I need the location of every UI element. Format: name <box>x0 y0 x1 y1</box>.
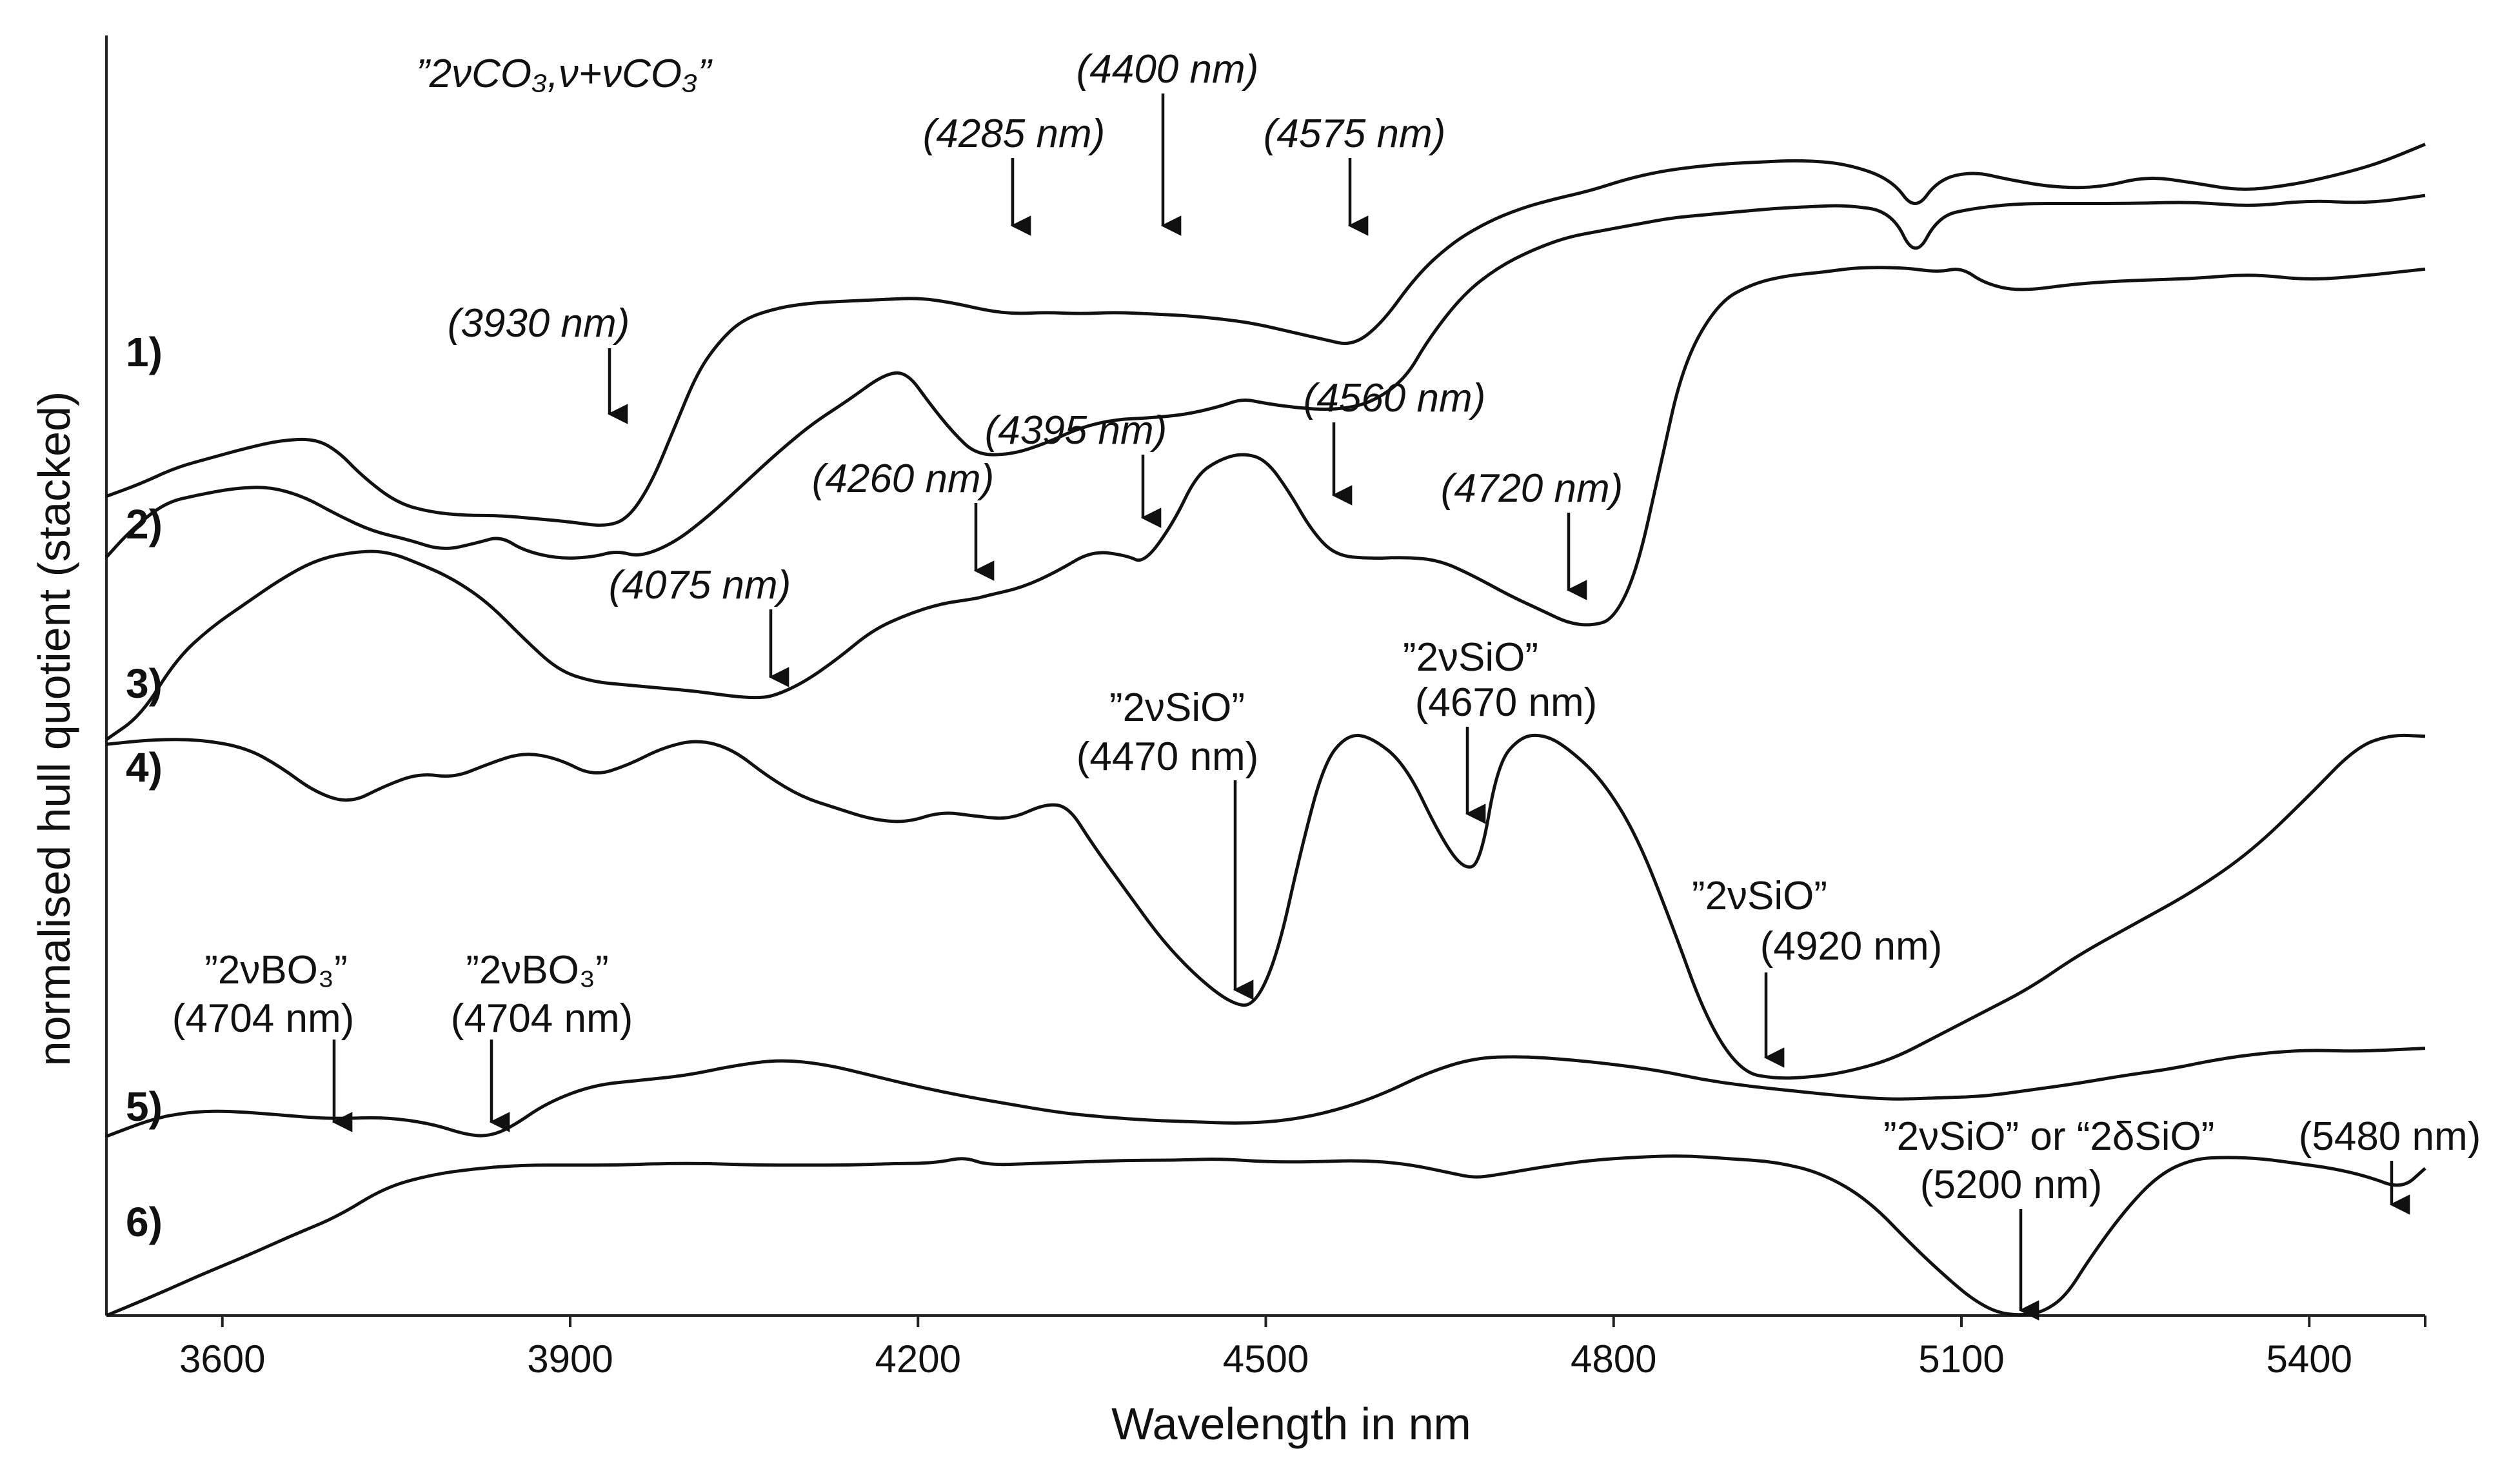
x-tick-label-4200: 4200 <box>875 1337 961 1381</box>
annotation-sio-5200-word: ”2νSiO” or “2δSiO” <box>1883 1114 2214 1159</box>
x-tick-label-3900: 3900 <box>527 1337 613 1381</box>
annotation-sio-4670-word: ”2νSiO” <box>1403 635 1538 680</box>
annotation-bo3-1-word: ”2νBO₃” <box>204 948 348 992</box>
spectrum-curve-5 <box>106 1047 2426 1138</box>
x-tick-label-3600: 3600 <box>179 1337 265 1381</box>
series-label-1: 1) <box>126 329 163 375</box>
annotation-4285: (4285 nm) <box>923 112 1106 156</box>
annotation-3930: (3930 nm) <box>448 301 630 346</box>
annotation-5480: (5480 nm) <box>2299 1114 2481 1159</box>
x-axis-tick-labels: 3600 3900 4200 4500 4800 5100 5400 <box>179 1337 2352 1381</box>
x-tick-label-5100: 5100 <box>1918 1337 2004 1381</box>
annotation-sio-4920-word: ”2νSiO” <box>1692 874 1827 918</box>
series-label-6: 6) <box>126 1199 163 1245</box>
spectrum-curve-4 <box>106 733 2426 1080</box>
x-axis-ticks <box>221 1316 2311 1327</box>
spectrum-curve-1 <box>106 143 2426 527</box>
x-tick-label-5400: 5400 <box>2267 1337 2352 1381</box>
spectrum-curve-6 <box>106 1154 2426 1317</box>
series-label-3: 3) <box>126 660 163 707</box>
annotation-arrows <box>332 94 2410 1321</box>
co3-band-label: ”2νCO₃,ν+νCO₃” <box>416 52 713 96</box>
annotation-sio-5200-nm: (5200 nm) <box>1920 1163 2103 1207</box>
annotation-4075: (4075 nm) <box>609 563 791 607</box>
annotation-bo3-2-word: ”2νBO₃” <box>466 948 609 992</box>
annotation-4575: (4575 nm) <box>1264 112 1446 156</box>
annotation-4400: (4400 nm) <box>1076 47 1259 92</box>
y-axis-title: normalised hull quotient (stacked) <box>29 391 79 1067</box>
annotation-sio-4920-nm: (4920 nm) <box>1760 924 1943 969</box>
annotation-sio-4470-word: ”2νSiO” <box>1109 685 1245 730</box>
spectrum-curve-3 <box>105 266 2426 741</box>
annotation-4720: (4720 nm) <box>1441 466 1623 511</box>
x-tick-label-4800: 4800 <box>1571 1337 1656 1381</box>
series-label-2: 2) <box>126 501 163 547</box>
annotation-4560: (4560 nm) <box>1304 376 1486 420</box>
annotation-bo3-1-nm: (4704 nm) <box>172 996 355 1041</box>
annotation-4260: (4260 nm) <box>812 457 995 501</box>
annotation-bo3-2-nm: (4704 nm) <box>451 996 633 1041</box>
x-tick-label-4500: 4500 <box>1223 1337 1309 1381</box>
annotation-sio-4670-nm: (4670 nm) <box>1415 680 1598 725</box>
annotation-4395: (4395 nm) <box>985 408 1167 453</box>
series-label-4: 4) <box>126 744 163 791</box>
spectrum-curves <box>105 143 2426 1317</box>
spectrum-curve-2 <box>105 193 2426 560</box>
x-axis-title: Wavelength in nm <box>1111 1399 1471 1449</box>
series-label-5: 5) <box>126 1083 163 1130</box>
annotation-sio-4470-nm: (4470 nm) <box>1076 734 1259 779</box>
